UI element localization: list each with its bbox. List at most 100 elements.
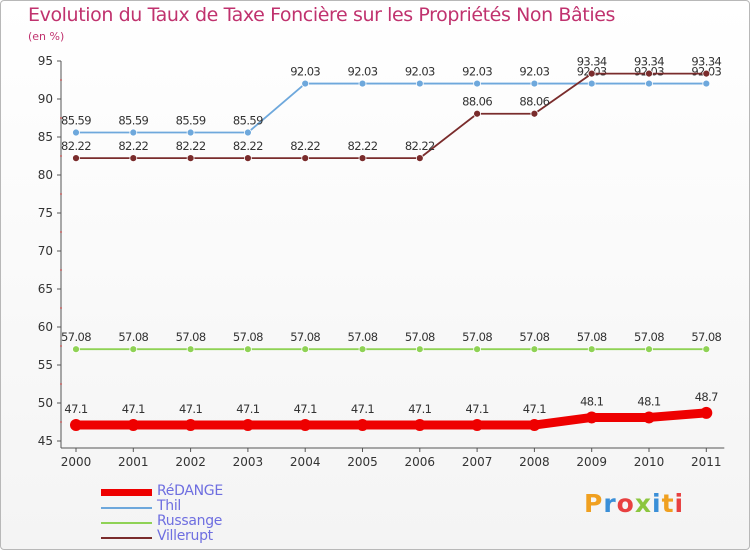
data-label: 85.59 (118, 114, 148, 128)
data-point (72, 154, 80, 163)
data-point (473, 79, 482, 88)
data-label: 85.59 (176, 114, 206, 128)
data-point (243, 345, 252, 354)
data-label: 82.22 (118, 139, 148, 153)
data-label: 82.22 (176, 139, 206, 153)
logo-letter: t (661, 489, 675, 518)
data-point (243, 154, 252, 163)
y-unit-label: (en %) (28, 30, 65, 43)
data-label: 47.1 (408, 402, 431, 416)
data-point (186, 128, 195, 137)
logo-letter: i (674, 489, 685, 518)
data-label: 82.22 (290, 139, 320, 153)
data-label: 57.08 (462, 330, 492, 344)
data-point (702, 345, 711, 354)
data-label: 82.22 (405, 139, 435, 153)
y-tick-label: 95 (38, 54, 53, 68)
data-point (415, 79, 424, 88)
data-label: 47.1 (523, 402, 546, 416)
data-label: 93.34 (634, 55, 664, 69)
data-point (358, 79, 367, 88)
x-tick-label: 2000 (61, 455, 92, 469)
logo-letter: x (634, 489, 652, 518)
y-tick-label: 85 (38, 130, 53, 144)
data-point (127, 419, 140, 432)
x-tick-label: 2010 (634, 455, 665, 469)
data-point (530, 109, 539, 118)
legend-swatch (101, 489, 152, 496)
data-point (700, 406, 713, 419)
data-label: 47.1 (236, 402, 259, 416)
data-point (186, 345, 195, 354)
data-label: 47.1 (465, 402, 488, 416)
y-tick-label: 65 (38, 282, 53, 296)
legend-swatch (101, 537, 152, 539)
data-point (243, 128, 252, 137)
data-point (471, 419, 484, 432)
legend-swatch (101, 507, 152, 509)
data-point (587, 345, 596, 354)
y-tick-label: 60 (38, 320, 53, 334)
legend-label: RéDANGE (157, 483, 223, 499)
data-point (186, 154, 195, 163)
y-tick-label: 55 (38, 358, 53, 372)
data-point (72, 128, 80, 137)
data-point (702, 69, 711, 78)
series-line-rédange (71, 408, 711, 430)
data-label: 57.08 (519, 330, 549, 344)
legend-swatch (101, 522, 152, 524)
y-tick-label: 45 (38, 434, 53, 448)
data-point (358, 154, 367, 163)
data-label: 57.08 (348, 330, 378, 344)
logo-letter: P (584, 489, 604, 518)
legend-label: Thil (157, 498, 182, 514)
data-point (129, 154, 138, 163)
x-tick-label: 2007 (462, 455, 493, 469)
line-chart: 45 50 55 60 65 70 75 80 85 90 95 2000 2001 2002 2003 20… (38, 54, 725, 469)
data-label: 57.08 (634, 330, 664, 344)
data-label: 48.7 (695, 390, 718, 404)
data-point (530, 345, 539, 354)
data-label: 57.08 (233, 330, 263, 344)
y-tick-label: 80 (38, 168, 53, 182)
data-point (70, 419, 82, 432)
data-label: 93.34 (691, 55, 721, 69)
data-label: 85.59 (61, 114, 91, 128)
data-label: 57.08 (290, 330, 320, 344)
data-point (358, 345, 367, 354)
logo-letter: o (616, 489, 635, 518)
data-label: 85.59 (233, 114, 263, 128)
data-label: 82.22 (61, 139, 91, 153)
data-point (356, 419, 369, 432)
data-label: 57.08 (118, 330, 148, 344)
y-tick-label: 50 (38, 396, 53, 410)
data-label: 57.08 (405, 330, 435, 344)
data-label: 47.1 (122, 402, 145, 416)
data-label: 47.1 (294, 402, 317, 416)
legend-label: Villerupt (157, 528, 213, 544)
data-label: 92.03 (462, 65, 492, 79)
data-label: 88.06 (462, 95, 492, 109)
proxiti-logo: Proxiti (584, 489, 684, 518)
data-point (415, 345, 424, 354)
data-point (299, 419, 312, 432)
x-tick-label: 2004 (290, 455, 321, 469)
data-point (473, 345, 482, 354)
logo-letter: r (603, 489, 617, 518)
x-tick-label: 2002 (175, 455, 206, 469)
data-label: 57.08 (176, 330, 206, 344)
chart-title: Evolution du Taux de Taxe Foncière sur l… (28, 4, 616, 26)
data-label: 47.1 (64, 402, 87, 416)
data-point (702, 79, 711, 88)
data-label: 92.03 (519, 65, 549, 79)
data-point (643, 411, 655, 424)
data-point (413, 419, 426, 432)
data-label: 92.03 (348, 65, 378, 79)
data-point (530, 79, 539, 88)
data-point (473, 109, 482, 118)
x-tick-label: 2005 (347, 455, 378, 469)
data-label: 88.06 (519, 95, 549, 109)
data-point (415, 154, 424, 163)
y-tick-label: 70 (38, 244, 53, 258)
